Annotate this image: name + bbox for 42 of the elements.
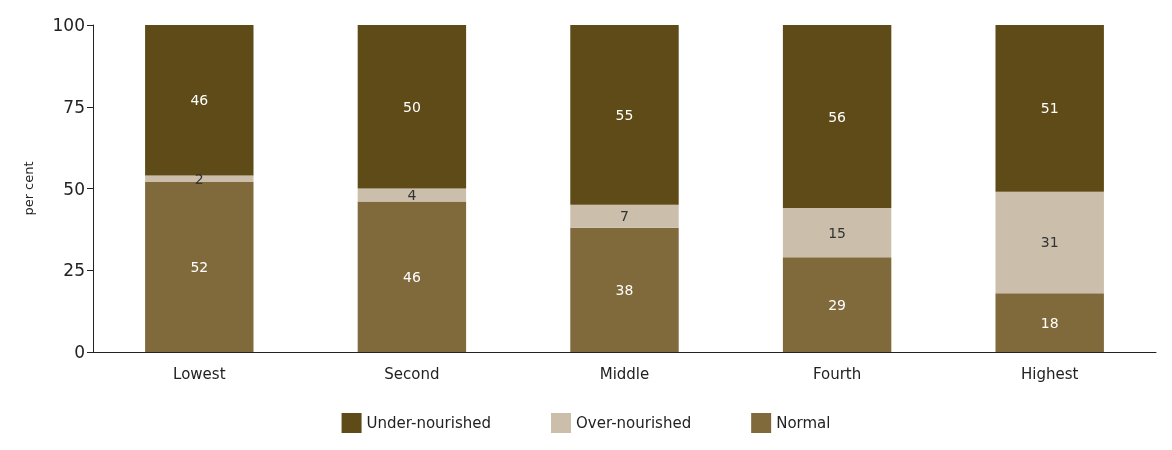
bar	[995, 25, 1104, 192]
y-tick-label: 25	[63, 260, 85, 281]
bar	[995, 293, 1104, 352]
data-label: 31	[1040, 234, 1059, 251]
legend-label: Normal	[776, 414, 831, 432]
bar	[357, 25, 467, 189]
bar	[782, 257, 892, 352]
x-tick-label: Highest	[1021, 364, 1079, 383]
data-label: 55	[615, 106, 634, 123]
bar	[570, 227, 679, 352]
data-label: 46	[190, 92, 209, 109]
data-label: 51	[1040, 100, 1059, 117]
x-tick-label: Fourth	[812, 364, 862, 383]
data-label: 52	[190, 258, 209, 275]
bar	[995, 191, 1104, 294]
bar	[570, 25, 679, 205]
data-label: 46	[402, 268, 421, 285]
y-tick-label: 100	[52, 15, 85, 35]
bar	[357, 201, 467, 352]
data-label: 29	[828, 296, 847, 313]
data-label: 15	[828, 224, 847, 241]
data-label: 18	[1040, 314, 1059, 331]
bar	[782, 208, 892, 258]
data-label: 56	[828, 108, 847, 125]
legend-label: Over-nourished	[576, 414, 692, 432]
y-tick-label: 0	[74, 342, 85, 362]
bar	[570, 204, 679, 228]
y-tick-label: 75	[63, 96, 85, 117]
legend-label: Under-nourished	[366, 414, 492, 432]
bar	[145, 175, 254, 182]
data-label: 4	[407, 187, 417, 204]
data-label: 38	[615, 281, 634, 298]
data-label: 7	[620, 208, 629, 225]
data-label: 50	[402, 98, 421, 115]
x-tick-label: Middle	[599, 364, 650, 383]
y-tick-label: 50	[63, 178, 85, 199]
y-axis-title: per cent	[21, 161, 36, 216]
bar	[357, 188, 467, 202]
x-tick-label: Lowest	[173, 364, 226, 383]
x-tick-label: Second	[384, 364, 440, 383]
bar	[145, 25, 254, 176]
bar	[782, 25, 892, 209]
